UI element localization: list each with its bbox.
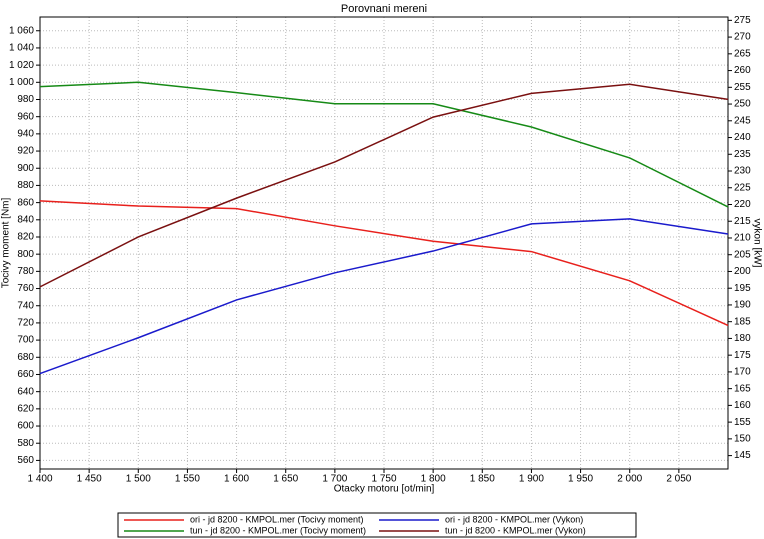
x-tick-label: 1 700 [322, 474, 347, 485]
y-tick-label: 900 [17, 163, 34, 174]
x-tick-label: 1 650 [273, 474, 298, 485]
y-tick-label: 720 [17, 318, 34, 329]
y2-tick-label: 230 [734, 166, 751, 177]
y2-tick-label: 275 [734, 15, 751, 26]
y-tick-label: 1 020 [9, 60, 34, 71]
y-tick-label: 700 [17, 335, 34, 346]
y2-tick-label: 170 [734, 367, 751, 378]
x-tick-label: 1 800 [421, 474, 446, 485]
y2-tick-label: 245 [734, 115, 751, 126]
x-tick-label: 1 900 [519, 474, 544, 485]
series-line [39, 200, 729, 327]
x-tick-label: 2 000 [617, 474, 642, 485]
y2-tick-label: 255 [734, 82, 751, 93]
legend-label: ori - jd 8200 - KMPOL.mer (Vykon) [445, 514, 583, 524]
x-axis-label: Otacky motoru [ot/min] [334, 484, 435, 495]
x-tick-label: 1 850 [470, 474, 495, 485]
y2-tick-label: 185 [734, 316, 751, 327]
y2-tick-label: 220 [734, 199, 751, 210]
x-tick-label: 1 550 [175, 474, 200, 485]
y-tick-label: 820 [17, 232, 34, 243]
legend-label: tun - jd 8200 - KMPOL.mer (Vykon) [445, 525, 586, 535]
x-tick-label: 1 450 [77, 474, 102, 485]
x-tick-label: 1 950 [568, 474, 593, 485]
y2-tick-label: 270 [734, 32, 751, 43]
y-tick-label: 1 060 [9, 25, 34, 36]
x-tick-label: 1 500 [126, 474, 151, 485]
y2-tick-label: 160 [734, 400, 751, 411]
x-tick-label: 1 600 [224, 474, 249, 485]
series-line [39, 218, 729, 375]
y-axis-label: Tocivy moment [Nm] [1, 197, 12, 288]
legend-box [117, 512, 637, 538]
y2-tick-label: 225 [734, 182, 751, 193]
y-tick-label: 980 [17, 94, 34, 105]
y-tick-label: 640 [17, 386, 34, 397]
y-tick-label: 840 [17, 214, 34, 225]
y-tick-label: 580 [17, 438, 34, 449]
y2-tick-label: 195 [734, 283, 751, 294]
y2-axis-label: vykon [kW] [751, 219, 762, 268]
y2-tick-label: 250 [734, 99, 751, 110]
y2-tick-label: 155 [734, 417, 751, 428]
y-tick-label: 680 [17, 352, 34, 363]
x-tick-label: 2 050 [666, 474, 691, 485]
legend-label: ori - jd 8200 - KMPOL.mer (Tocivy moment… [190, 514, 364, 524]
y2-tick-label: 235 [734, 149, 751, 160]
y2-tick-label: 205 [734, 249, 751, 260]
y-tick-label: 620 [17, 403, 34, 414]
y2-tick-label: 260 [734, 65, 751, 76]
y2-tick-label: 165 [734, 383, 751, 394]
y-tick-label: 1 040 [9, 43, 34, 54]
y-tick-label: 600 [17, 421, 34, 432]
y-tick-label: 960 [17, 111, 34, 122]
y2-tick-label: 215 [734, 216, 751, 227]
y2-tick-label: 190 [734, 300, 751, 311]
y-tick-label: 740 [17, 300, 34, 311]
y-tick-label: 760 [17, 283, 34, 294]
y2-tick-label: 175 [734, 350, 751, 361]
legend-label: tun - jd 8200 - KMPOL.mer (Tocivy moment… [190, 525, 366, 535]
y2-tick-label: 265 [734, 48, 751, 59]
y2-tick-label: 200 [734, 266, 751, 277]
y-tick-label: 920 [17, 146, 34, 157]
y-tick-label: 880 [17, 180, 34, 191]
series-line [39, 83, 729, 288]
y2-tick-label: 145 [734, 450, 751, 461]
y-tick-label: 1 000 [9, 77, 34, 88]
y-tick-label: 800 [17, 249, 34, 260]
y2-tick-label: 240 [734, 132, 751, 143]
y2-tick-label: 180 [734, 333, 751, 344]
plot-frame [39, 16, 729, 470]
y-tick-label: 660 [17, 369, 34, 380]
y-tick-label: 560 [17, 455, 34, 466]
y-tick-label: 780 [17, 266, 34, 277]
y-tick-label: 860 [17, 197, 34, 208]
chart-title: Porovnani mereni [341, 3, 427, 15]
y-tick-label: 940 [17, 129, 34, 140]
x-tick-label: 1 400 [27, 474, 52, 485]
y2-tick-label: 150 [734, 434, 751, 445]
y2-tick-label: 210 [734, 233, 751, 244]
x-tick-label: 1 750 [371, 474, 396, 485]
series-line [39, 81, 729, 208]
